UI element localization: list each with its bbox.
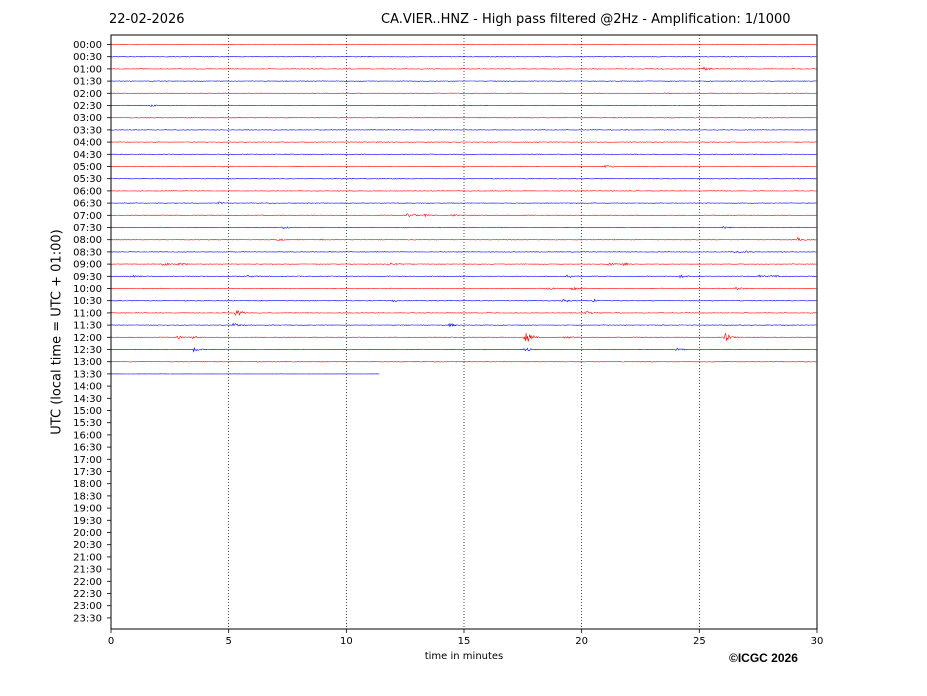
- row-time-label: 14:30: [73, 394, 102, 405]
- trace-line: [110, 190, 817, 192]
- trace-line: [110, 129, 817, 131]
- row-time-label: 20:30: [73, 540, 102, 551]
- row-time-label: 15:30: [73, 418, 102, 429]
- x-tick-label: 5: [225, 636, 231, 647]
- trace-line: [110, 177, 817, 180]
- row-time-label: 08:00: [73, 235, 102, 246]
- row-time-label: 18:00: [73, 479, 102, 490]
- row-time-label: 16:30: [73, 443, 102, 454]
- x-tick-label: 20: [575, 636, 588, 647]
- trace-line: [110, 262, 817, 266]
- chart-title: CA.VIER..HNZ - High pass filtered @2Hz -…: [381, 12, 791, 27]
- trace-line: [111, 153, 817, 156]
- row-time-label: 02:00: [73, 89, 102, 100]
- row-time-label: 09:00: [73, 260, 102, 271]
- trace-line: [110, 80, 817, 82]
- row-time-label: 18:30: [73, 491, 102, 502]
- row-time-label: 00:00: [73, 40, 102, 51]
- trace-line: [110, 165, 817, 168]
- trace-line: [110, 322, 817, 328]
- row-time-label: 07:30: [73, 223, 102, 234]
- row-time-label: 05:00: [73, 162, 102, 173]
- trace-line: [110, 298, 817, 303]
- x-tick-label: 10: [340, 636, 353, 647]
- trace-line: [110, 286, 817, 291]
- row-time-label: 10:30: [73, 296, 102, 307]
- row-time-label: 11:00: [73, 308, 102, 319]
- row-time-label: 03:00: [73, 113, 102, 124]
- row-time-label: 19:00: [73, 504, 102, 515]
- trace-line: [110, 213, 817, 218]
- row-time-label: 22:30: [73, 589, 102, 600]
- row-time-label: 21:30: [73, 565, 102, 576]
- row-time-label: 16:00: [73, 430, 102, 441]
- row-time-label: 03:30: [73, 125, 102, 136]
- x-axis-label: time in minutes: [424, 651, 504, 662]
- trace-line: [110, 66, 817, 71]
- row-time-label: 11:30: [73, 321, 102, 332]
- date-label: 22-02-2026: [109, 12, 185, 27]
- row-time-label: 02:30: [73, 101, 102, 112]
- row-time-label: 01:00: [73, 64, 102, 75]
- row-time-label: 19:30: [73, 516, 102, 527]
- row-time-label: 17:00: [73, 455, 102, 466]
- row-time-label: 12:00: [73, 333, 102, 344]
- row-time-label: 04:30: [73, 150, 102, 161]
- trace-line: [110, 43, 817, 46]
- trace-line: [111, 116, 817, 119]
- copyright-label: ©ICGC 2026: [729, 651, 798, 665]
- trace-line: [111, 347, 817, 353]
- row-time-label: 23:00: [73, 601, 102, 612]
- trace-line: [111, 201, 817, 205]
- trace-line: [110, 141, 817, 143]
- row-time-label: 23:30: [73, 613, 102, 624]
- trace-line: [110, 360, 817, 363]
- x-tick-label: 15: [458, 636, 471, 647]
- row-time-label: 14:00: [73, 382, 102, 393]
- trace-line: [110, 236, 817, 242]
- trace-line: [110, 250, 817, 254]
- trace-line: [110, 332, 817, 342]
- x-tick-label: 25: [693, 636, 706, 647]
- row-time-label: 10:00: [73, 284, 102, 295]
- row-time-label: 13:00: [73, 357, 102, 368]
- row-time-label: 12:30: [73, 345, 102, 356]
- row-time-label: 06:30: [73, 199, 102, 210]
- row-time-label: 08:30: [73, 247, 102, 258]
- row-time-label: 07:00: [73, 211, 102, 222]
- x-tick-label: 30: [811, 636, 824, 647]
- row-time-label: 21:00: [73, 552, 102, 563]
- row-time-label: 09:30: [73, 272, 102, 283]
- trace-line: [110, 104, 817, 107]
- row-time-label: 17:30: [73, 467, 102, 478]
- row-time-label: 22:00: [73, 577, 102, 588]
- trace-line: [110, 274, 817, 279]
- trace-line: [110, 226, 817, 230]
- row-time-label: 06:00: [73, 186, 102, 197]
- row-time-label: 04:00: [73, 138, 102, 149]
- row-time-label: 00:30: [73, 52, 102, 63]
- trace-line: [110, 309, 817, 316]
- x-tick-label: 0: [108, 636, 114, 647]
- row-time-label: 05:30: [73, 174, 102, 185]
- trace-line: [110, 92, 817, 95]
- trace-line: [110, 55, 817, 58]
- row-time-label: 20:00: [73, 528, 102, 539]
- row-time-label: 13:30: [73, 369, 102, 380]
- row-time-label: 01:30: [73, 77, 102, 88]
- row-time-label: 15:00: [73, 406, 102, 417]
